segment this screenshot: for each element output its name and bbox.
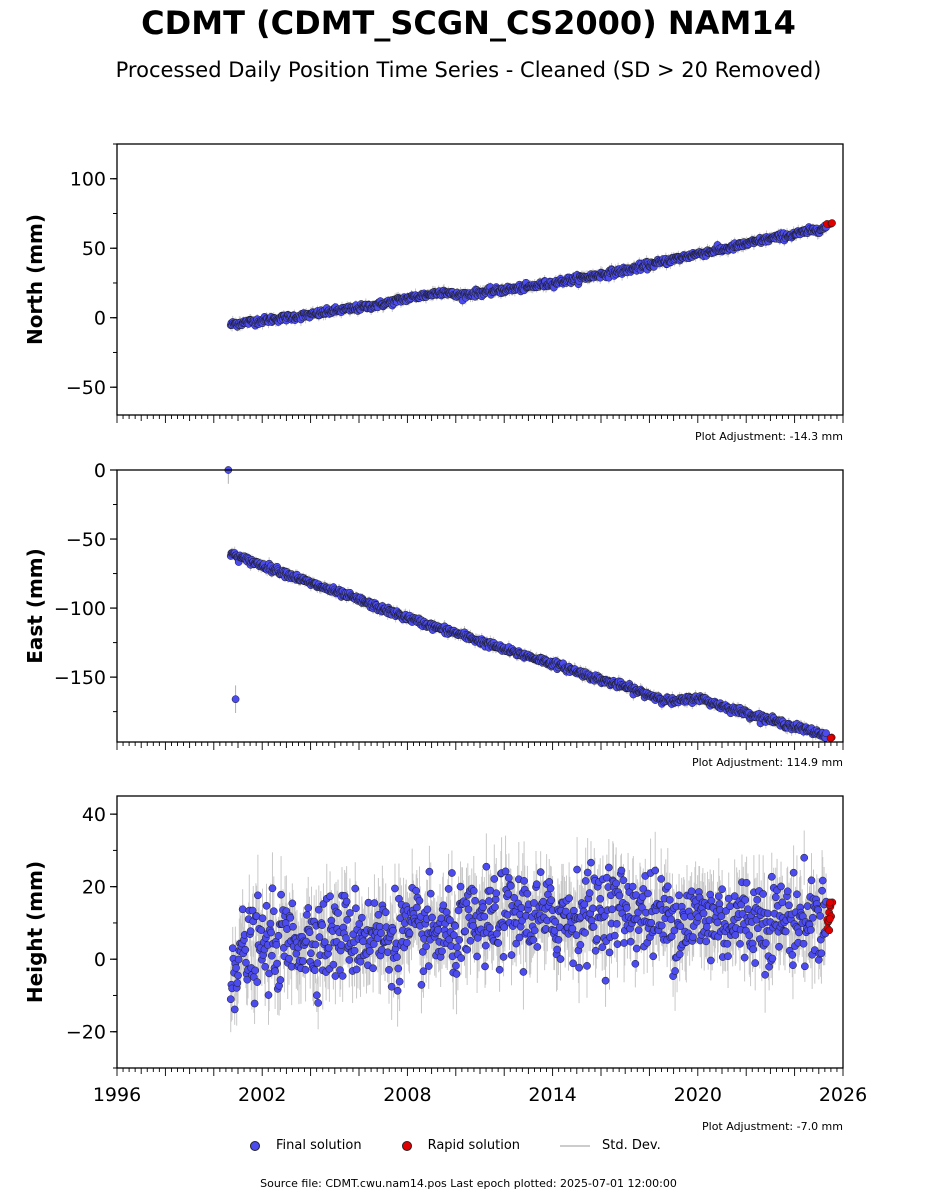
plot-adjustment-label: Plot Adjustment: 114.9 mm bbox=[692, 756, 843, 769]
final-point bbox=[234, 955, 243, 964]
final-point bbox=[266, 919, 275, 928]
y-tick-label: 0 bbox=[94, 949, 106, 971]
y-axis-label-1: East (mm) bbox=[23, 548, 47, 664]
x-tick-label: 2002 bbox=[238, 1084, 286, 1106]
y-tick-label: 100 bbox=[70, 169, 106, 191]
x-tick-label: 2008 bbox=[383, 1084, 431, 1106]
final-point bbox=[251, 966, 260, 975]
final-point bbox=[241, 945, 250, 954]
chart-title: CDMT (CDMT_SCGN_CS2000) NAM14 bbox=[141, 4, 796, 42]
y-tick-label: 0 bbox=[94, 460, 106, 482]
final-point bbox=[261, 962, 270, 971]
final-point bbox=[250, 999, 259, 1008]
final-point bbox=[226, 995, 235, 1004]
y-tick-label: 20 bbox=[82, 877, 106, 899]
final-point bbox=[233, 979, 242, 987]
final-point bbox=[254, 891, 262, 900]
final-point bbox=[262, 901, 271, 910]
y-tick-label: −50 bbox=[66, 529, 106, 551]
y-axis-label-0: North (mm) bbox=[23, 214, 47, 345]
final-point-outlier bbox=[231, 695, 240, 704]
x-tick-label: 2014 bbox=[528, 1084, 576, 1106]
final-point bbox=[230, 1005, 239, 1014]
final-point bbox=[238, 905, 247, 914]
y-tick-label: −50 bbox=[66, 377, 106, 399]
x-tick-label: 2020 bbox=[674, 1084, 722, 1106]
final-point bbox=[264, 991, 273, 999]
plot-adjustment-label: Plot Adjustment: -14.3 mm bbox=[695, 430, 843, 443]
plot-frame bbox=[116, 143, 844, 416]
final-point bbox=[242, 958, 250, 967]
y-tick-label: −100 bbox=[54, 598, 106, 620]
final-point bbox=[232, 964, 240, 972]
final-point bbox=[246, 927, 255, 936]
rapid-point bbox=[828, 219, 836, 227]
x-tick-label: 2026 bbox=[819, 1084, 867, 1106]
chart-subtitle: Processed Daily Position Time Series - C… bbox=[115, 58, 822, 82]
final-point bbox=[267, 951, 276, 960]
final-point bbox=[253, 978, 262, 986]
y-tick-label: 40 bbox=[82, 804, 106, 826]
rapid-point bbox=[826, 734, 835, 742]
final-point bbox=[258, 914, 267, 923]
y-tick-label: 50 bbox=[82, 238, 106, 260]
final-point bbox=[228, 944, 237, 953]
y-axis-label-2: Height (mm) bbox=[23, 861, 47, 1003]
y-tick-label: −20 bbox=[66, 1022, 106, 1044]
y-tick-label: 0 bbox=[94, 308, 106, 330]
final-point bbox=[267, 928, 275, 937]
plot-frame bbox=[116, 469, 844, 743]
y-tick-label: −150 bbox=[54, 667, 106, 689]
final-point bbox=[234, 971, 242, 980]
x-tick-label: 1996 bbox=[93, 1084, 141, 1106]
